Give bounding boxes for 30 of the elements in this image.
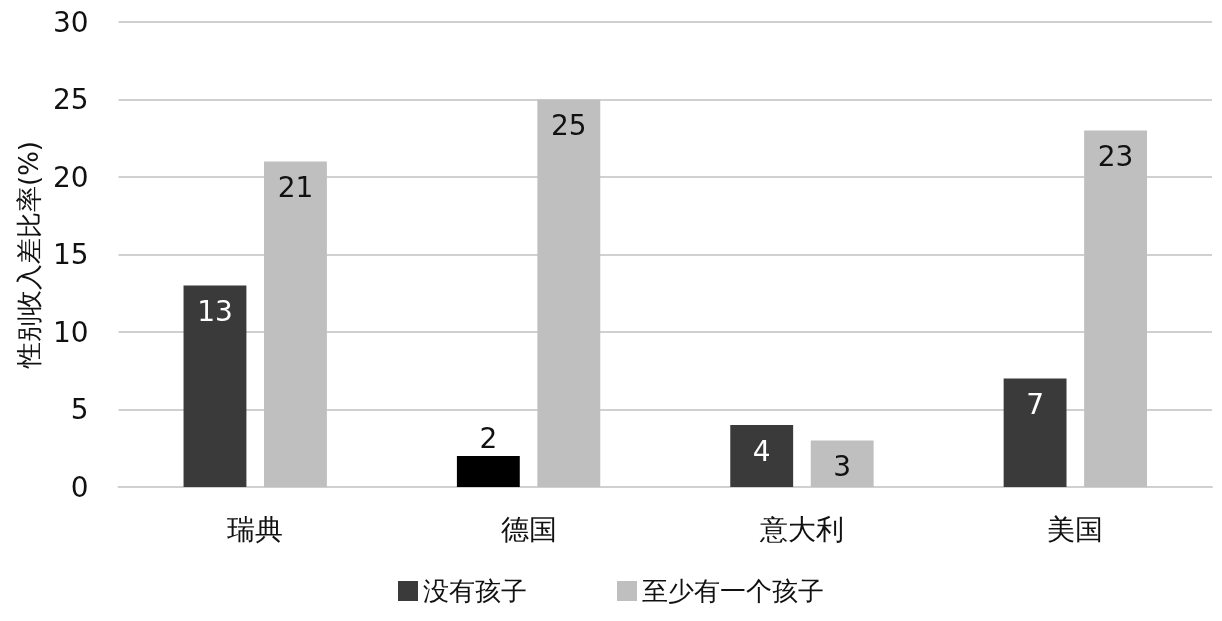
bar <box>1003 378 1067 487</box>
data-label: 13 <box>197 295 233 328</box>
y-tick-label: 20 <box>52 160 89 194</box>
x-tick-label: 美国 <box>1047 512 1104 546</box>
bar <box>456 456 520 487</box>
y-tick-label: 0 <box>70 470 89 504</box>
data-label: 7 <box>1026 388 1044 421</box>
x-tick-label: 德国 <box>500 512 557 546</box>
legend-label: 没有孩子 <box>423 576 527 606</box>
y-tick-label: 10 <box>52 315 89 349</box>
y-tick-label: 30 <box>52 5 89 39</box>
data-label: 4 <box>752 434 771 468</box>
bar <box>183 285 247 487</box>
x-tick-label: 意大利 <box>758 512 844 546</box>
data-label: 23 <box>1097 140 1134 173</box>
y-tick-label: 25 <box>52 83 89 116</box>
y-tick-label: 5 <box>70 393 89 426</box>
y-axis-title: 性别收入差比率(%) <box>14 141 44 369</box>
bar <box>264 161 327 487</box>
data-label: 21 <box>277 171 314 204</box>
data-label: 3 <box>833 450 852 483</box>
legend-label: 至少有一个孩子 <box>642 576 824 606</box>
bar <box>730 425 794 487</box>
x-tick-label: 瑞典 <box>227 512 284 546</box>
data-label: 25 <box>551 109 587 142</box>
bar <box>1084 130 1147 487</box>
y-tick-label: 15 <box>52 238 89 271</box>
data-label: 2 <box>479 421 498 455</box>
bar <box>810 440 874 487</box>
bar <box>537 99 601 487</box>
